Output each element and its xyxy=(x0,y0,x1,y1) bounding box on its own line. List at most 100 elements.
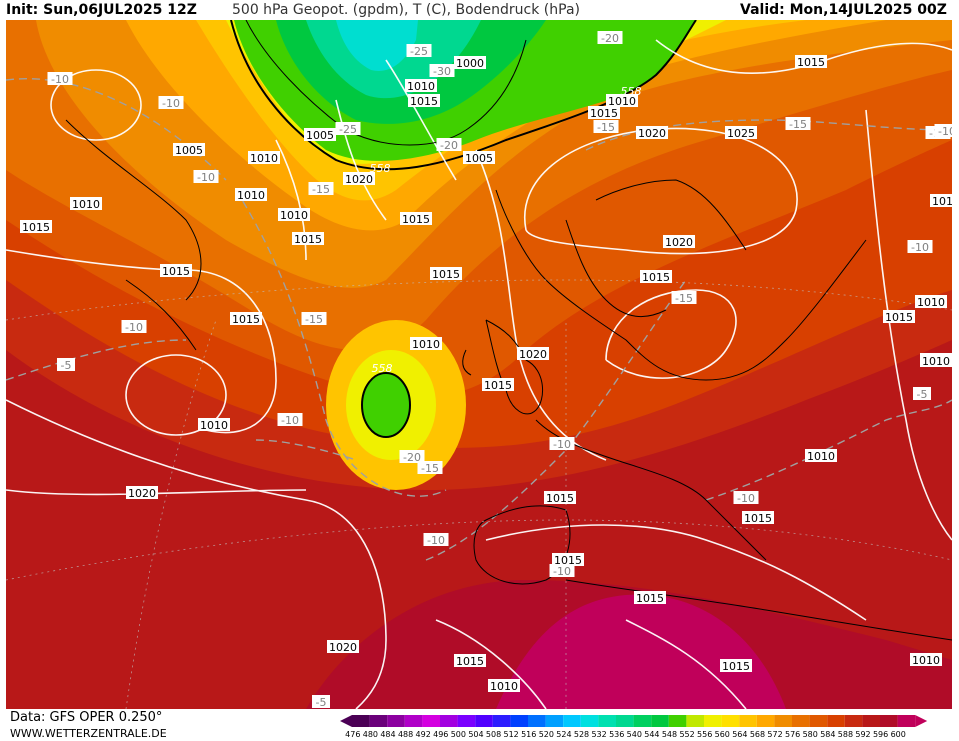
legend-tick-label: 516 xyxy=(521,730,537,739)
temperature-value: -10 xyxy=(125,321,143,334)
temperature-value: -5 xyxy=(61,359,72,372)
label-box xyxy=(193,170,219,183)
pressure-value: 1010 xyxy=(237,189,265,202)
isotherms xyxy=(6,78,952,561)
legend-swatch xyxy=(457,715,476,727)
legend-swatch xyxy=(880,715,898,727)
pressure-label: 1015 xyxy=(930,194,952,208)
legend-swatch xyxy=(492,715,511,727)
label-box xyxy=(636,126,668,139)
website-link[interactable]: WWW.WETTERZENTRALE.DE xyxy=(10,727,167,740)
pressure-value: 1010 xyxy=(200,419,228,432)
legend-swatch xyxy=(756,715,775,727)
pressure-label: 1015 xyxy=(795,55,827,69)
pressure-value: 1000 xyxy=(456,57,484,70)
label-box xyxy=(423,533,449,546)
temperature-label: -25 xyxy=(335,122,361,136)
graticule xyxy=(6,279,952,709)
temperature-value: -30 xyxy=(433,65,451,78)
pressure-label: 1010 xyxy=(410,337,442,351)
legend-tick-label: 548 xyxy=(661,730,678,739)
legend-tick-label: 476 xyxy=(345,730,361,739)
legend-tick-label: 508 xyxy=(485,730,502,739)
label-box xyxy=(883,310,915,323)
color-legend xyxy=(340,715,928,727)
pressure-value: 1015 xyxy=(432,268,460,281)
pressure-label: 1015 xyxy=(720,659,752,673)
pressure-label: 1010 xyxy=(235,188,267,202)
label-box xyxy=(343,172,375,185)
pressure-label: 1015 xyxy=(640,270,672,284)
pressure-label: 1020 xyxy=(343,172,375,186)
geopotential-label: 558 xyxy=(370,162,391,175)
label-box xyxy=(588,106,620,119)
label-box xyxy=(20,220,52,233)
legend-tick-label: 532 xyxy=(591,730,607,739)
pressure-label: 1020 xyxy=(636,126,668,140)
legend-swatch xyxy=(528,715,546,727)
pressure-label: 1020 xyxy=(517,347,549,361)
pressure-label: 1010 xyxy=(278,208,310,222)
pressure-value: 1020 xyxy=(329,641,357,654)
temperature-label: -10 xyxy=(158,96,184,110)
legend-swatch xyxy=(475,715,493,727)
pressure-label: 1010 xyxy=(405,79,437,93)
label-box xyxy=(671,291,697,304)
pressure-label: 1015 xyxy=(482,378,514,392)
temperature-value: -10 xyxy=(281,414,299,427)
pressure-label: 1000 xyxy=(454,56,486,70)
legend-tick-label: 500 xyxy=(450,730,466,739)
pressure-label: 1010 xyxy=(805,449,837,463)
pressure-value: 1005 xyxy=(175,144,203,157)
legend-tick-label: 600 xyxy=(890,730,906,739)
pressure-value: 1020 xyxy=(519,348,547,361)
temperature-value: -25 xyxy=(339,123,357,136)
pressure-value: 1015 xyxy=(636,592,664,605)
legend-swatch xyxy=(844,715,863,727)
legend-tick-label: 572 xyxy=(767,730,783,739)
label-box xyxy=(517,347,549,360)
legend-swatch xyxy=(352,715,370,727)
pressure-value: 1010 xyxy=(912,654,940,667)
pressure-value: 1015 xyxy=(232,313,260,326)
legend-swatch xyxy=(633,715,652,727)
label-box xyxy=(488,679,520,692)
label-box xyxy=(549,564,575,577)
pressure-label: 1010 xyxy=(920,354,952,368)
temperature-value: -20 xyxy=(601,32,619,45)
data-source: Data: GFS OPER 0.250° xyxy=(10,710,163,725)
pressure-value: 1020 xyxy=(638,127,666,140)
pressure-label: 1020 xyxy=(126,486,158,500)
legend-swatch xyxy=(862,715,880,727)
pressure-value: 1005 xyxy=(306,129,334,142)
temperature-label: -25 xyxy=(406,44,432,58)
temperature-label: -10 xyxy=(934,124,952,138)
temperature-value: -10 xyxy=(553,565,571,578)
label-box xyxy=(597,31,623,44)
label-box xyxy=(733,491,759,504)
label-box xyxy=(482,378,514,391)
temperature-label: -5 xyxy=(57,358,75,372)
legend-swatch xyxy=(422,715,440,727)
contour-558-north xyxy=(230,20,697,171)
pressure-label: 1015 xyxy=(454,654,486,668)
legend-values: 476 480 484 488 492 496 500 504 508 512 516 520 524 5… xyxy=(344,730,907,739)
legend-swatch xyxy=(704,715,722,727)
legend-tick-label: 584 xyxy=(820,730,836,739)
legend-swatch xyxy=(404,715,423,727)
label-box xyxy=(907,240,933,253)
label-box xyxy=(805,449,837,462)
label-box xyxy=(304,128,336,141)
pressure-label: 1005 xyxy=(173,143,205,157)
legend-tick-label: 536 xyxy=(609,730,625,739)
label-box xyxy=(785,117,811,130)
pressure-value: 1010 xyxy=(922,355,950,368)
label-box xyxy=(235,188,267,201)
temperature-value: -15 xyxy=(421,462,439,475)
pressure-value: 1020 xyxy=(345,173,373,186)
legend-swatch xyxy=(440,715,458,727)
legend-tick-label: 560 xyxy=(714,730,730,739)
legend-swatch xyxy=(897,715,916,727)
legend-tick-label: 592 xyxy=(855,730,871,739)
